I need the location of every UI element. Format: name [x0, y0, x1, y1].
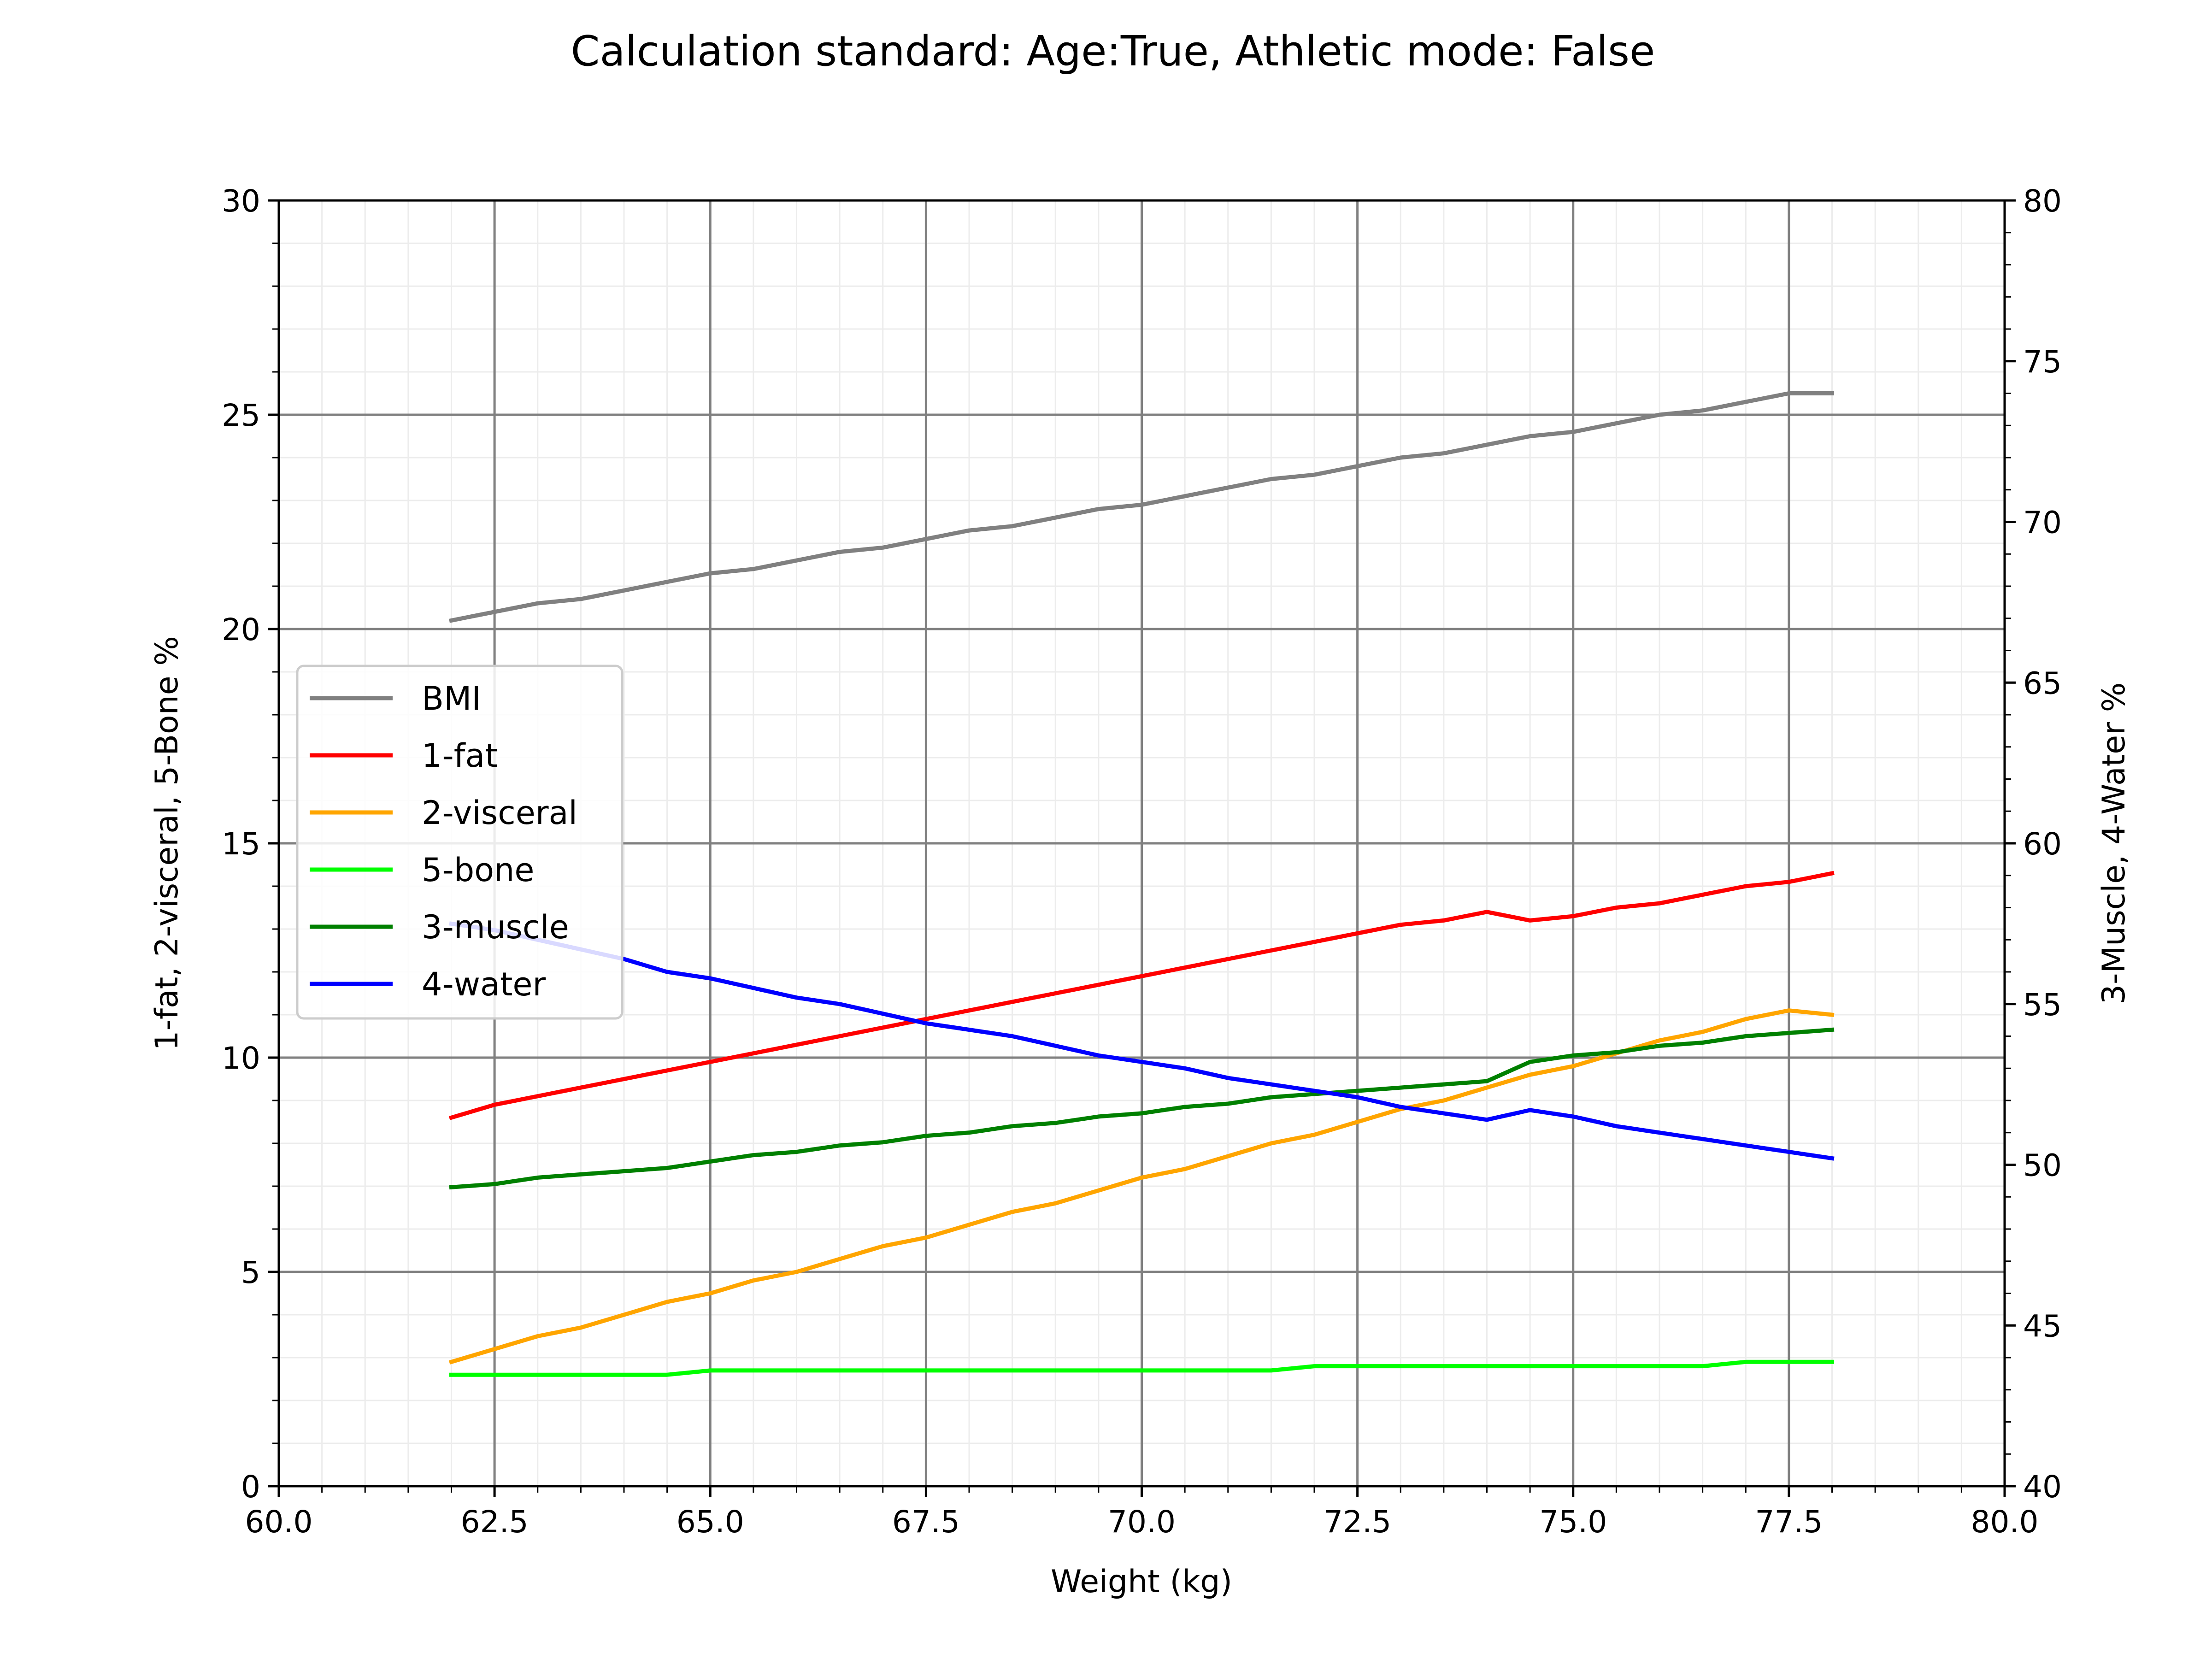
y-axis-label-right: 3-Muscle, 4-Water % [2096, 682, 2132, 1005]
y-left-tick-label: 20 [222, 612, 260, 647]
y-right-tick-label: 65 [2023, 665, 2062, 701]
legend: BMI 1-fat 2-visceral 5-bone 3-muscle 4-water [296, 665, 624, 1020]
series-line-BMI [449, 391, 1834, 623]
series-lines [448, 391, 1835, 1377]
y-right-tick-label: 75 [2023, 344, 2062, 380]
series-line-1-fat [448, 871, 1835, 1120]
x-tick-label: 60.0 [245, 1504, 313, 1540]
y-left-tick-label: 10 [222, 1041, 260, 1076]
y-left-tick-label: 5 [241, 1255, 260, 1290]
legend-label-1-fat: 1-fat [422, 737, 498, 775]
legend-items: BMI 1-fat 2-visceral 5-bone 3-muscle 4-water [310, 680, 577, 1003]
y-right-tick-label: 50 [2023, 1148, 2062, 1183]
axis-ticks [268, 199, 2016, 1497]
y-right-tick-label: 55 [2023, 987, 2062, 1023]
x-tick-label: 80.0 [1971, 1504, 2039, 1540]
y-left-tick-label: 0 [241, 1469, 260, 1505]
x-tick-label: 75.0 [1539, 1504, 1607, 1540]
y-right-tick-label: 80 [2023, 183, 2062, 219]
y-axis-label-left: 1-fat, 2-visceral, 5-Bone % [149, 636, 185, 1051]
y-right-tick-label: 60 [2023, 826, 2062, 862]
series-line-5-bone [449, 1359, 1834, 1377]
y-left-tick-label: 30 [222, 183, 260, 219]
legend-label-4-water: 4-water [422, 965, 546, 1003]
chart-title: Calculation standard: Age:True, Athletic… [571, 27, 1655, 76]
legend-label-5-bone: 5-bone [422, 851, 535, 889]
legend-label-2-visceral: 2-visceral [422, 794, 577, 832]
x-tick-label: 72.5 [1324, 1504, 1391, 1540]
x-tick-label: 77.5 [1755, 1504, 1823, 1540]
legend-label-3-muscle: 3-muscle [422, 908, 569, 946]
y-left-tick-label: 25 [222, 398, 260, 433]
tick-labels: 60.0 62.5 65.0 67.5 70.0 72.5 75.0 77.5 80.0 0 5 10… [222, 183, 2062, 1540]
x-tick-label: 67.5 [892, 1504, 960, 1540]
series-line-3-muscle [449, 1027, 1835, 1190]
x-tick-label: 70.0 [1108, 1504, 1176, 1540]
x-tick-label: 62.5 [461, 1504, 529, 1540]
x-tick-label: 65.0 [677, 1504, 744, 1540]
series-line-4-water [449, 921, 1835, 1161]
y-left-tick-label: 15 [222, 826, 260, 862]
y-right-tick-label: 70 [2023, 505, 2062, 541]
legend-label-BMI: BMI [422, 680, 481, 718]
y-right-tick-label: 40 [2023, 1469, 2062, 1505]
y-right-tick-label: 45 [2023, 1308, 2062, 1344]
x-axis-label: Weight (kg) [1051, 1564, 1232, 1600]
series-line-2-visceral [448, 1008, 1835, 1365]
